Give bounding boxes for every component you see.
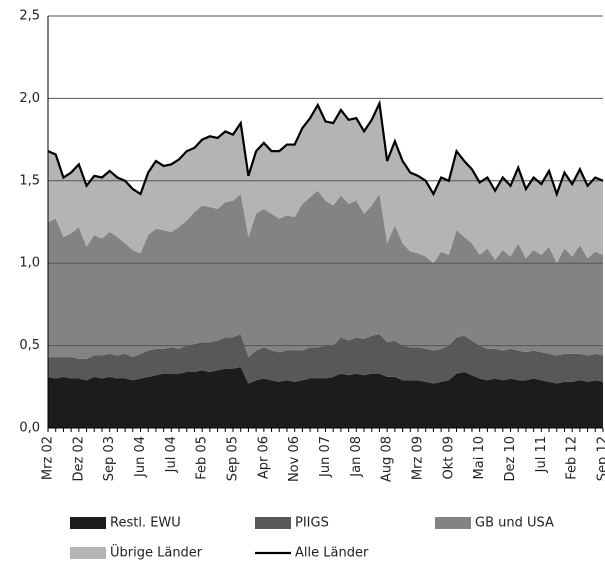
x-tick-label: Mrz 02: [41, 436, 56, 480]
x-tick-label: Apr 06: [256, 436, 271, 479]
x-tick-label: Okt 09: [441, 436, 456, 480]
x-tick-label: Jul 04: [164, 436, 179, 473]
legend-label: Übrige Länder: [110, 544, 203, 561]
legend-label: GB und USA: [475, 516, 554, 531]
legend-swatch: [70, 547, 106, 559]
x-tick-label: Aug 08: [380, 436, 395, 482]
y-tick-label: 2,5: [19, 9, 40, 24]
y-tick-label: 0,0: [19, 421, 40, 436]
x-tick-label: Nov 06: [287, 436, 302, 482]
x-tick-label: Sep 03: [102, 436, 117, 481]
x-tick-label: Dez 10: [503, 436, 518, 482]
x-tick-label: Feb 05: [195, 436, 210, 480]
x-tick-label: Jan 08: [349, 436, 364, 478]
legend-swatch: [255, 517, 291, 529]
x-tick-label: Jun 04: [133, 436, 148, 478]
x-tick-label: Sep 05: [226, 436, 241, 481]
y-tick-label: 1,0: [19, 256, 40, 271]
x-tick-label: Sep 12: [596, 436, 605, 481]
x-tick-label: Jun 07: [318, 436, 333, 478]
y-tick-label: 1,5: [19, 173, 40, 188]
legend-label: Restl. EWU: [110, 516, 181, 531]
y-tick-label: 0,5: [19, 338, 40, 353]
legend-swatch: [435, 517, 471, 529]
x-tick-label: Feb 12: [565, 436, 580, 480]
x-tick-label: Mai 10: [472, 436, 487, 479]
legend-label: PIIGS: [295, 516, 329, 531]
x-tick-label: Mrz 09: [411, 436, 426, 480]
legend-swatch: [70, 517, 106, 529]
legend-label: Alle Länder: [295, 546, 369, 561]
x-tick-label: Jul 11: [534, 436, 549, 473]
x-tick-label: Dez 02: [71, 436, 86, 482]
y-tick-label: 2,0: [19, 91, 40, 106]
